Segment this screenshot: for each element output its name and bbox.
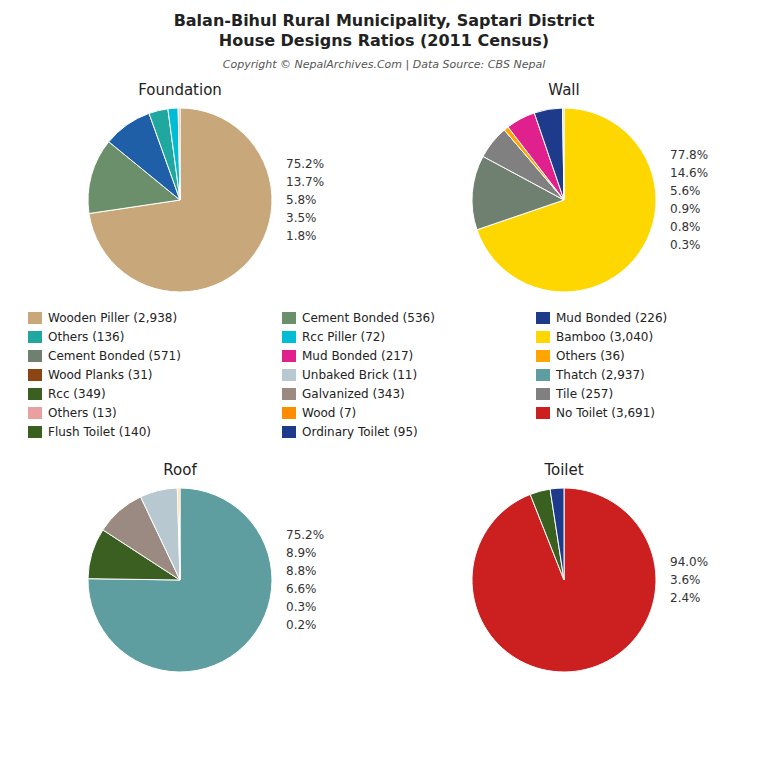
legend-label: Tile (257) [555, 387, 613, 401]
legend-label: Rcc Piller (72) [302, 330, 385, 344]
title-line: House Designs Ratios (2011 Census) [219, 31, 549, 50]
annotation: 0.2% [286, 618, 317, 632]
pie-slice [178, 108, 180, 200]
legend-label: Rcc (349) [48, 387, 106, 401]
pie-slice [177, 488, 180, 580]
pie-chart: Foundation 75.2% 13.7% 5.8% 3.5% 1.8% [88, 81, 324, 292]
legend-swatch [28, 426, 42, 438]
annotation: 0.8% [670, 220, 701, 234]
pie-title: Foundation [138, 81, 222, 99]
legend-swatch [536, 312, 550, 324]
legend-label: Others (136) [48, 330, 124, 344]
subtitle: Copyright © NepalArchives.Com | Data Sou… [223, 58, 545, 71]
legend-swatch [282, 388, 296, 400]
annotation: 2.4% [670, 591, 701, 605]
legend-label: Wooden Piller (2,938) [48, 311, 177, 325]
legend-swatch [536, 407, 550, 419]
title: Balan-Bihul Rural Municipality, Saptari … [174, 11, 595, 50]
annotation: 8.8% [286, 564, 317, 578]
annotation: 0.3% [670, 238, 701, 252]
annotation: 77.8% [670, 148, 708, 162]
legend-swatch [28, 407, 42, 419]
legend-swatch [28, 350, 42, 362]
legend-label: Flush Toilet (140) [48, 425, 151, 439]
pie-slice [550, 488, 564, 580]
legend-swatch [28, 369, 42, 381]
legend-swatch [536, 350, 550, 362]
chart-root: Balan-Bihul Rural Municipality, Saptari … [0, 0, 768, 768]
legend-label: No Toilet (3,691) [556, 406, 655, 420]
legend-label: Wood Planks (31) [48, 368, 152, 382]
legend-swatch [282, 312, 296, 324]
legend-label: Cement Bonded (571) [48, 349, 181, 363]
legend-swatch [282, 350, 296, 362]
legend-label: Unbaked Brick (11) [302, 368, 417, 382]
pie-slice [472, 488, 656, 672]
background [0, 0, 768, 768]
legend-label: Others (36) [556, 349, 625, 363]
legend-label: Wood (7) [302, 406, 356, 420]
pie-slice [149, 109, 180, 200]
legend-swatch [28, 312, 42, 324]
legend-swatch [282, 407, 296, 419]
legend-label: Cement Bonded (536) [302, 311, 435, 325]
title-line: Balan-Bihul Rural Municipality, Saptari … [174, 11, 595, 30]
pie-chart: Toilet 94.0% 3.6% 2.4% [472, 461, 708, 672]
legend-label: Galvanized (343) [302, 387, 405, 401]
legend-swatch [28, 331, 42, 343]
annotation: 8.9% [286, 546, 317, 560]
pie-slice [534, 108, 564, 200]
pie-title: Roof [163, 461, 197, 479]
annotation: 13.7% [286, 175, 324, 189]
legend-label: Mud Bonded (217) [302, 349, 413, 363]
legend-label: Bamboo (3,040) [556, 330, 653, 344]
annotation: 94.0% [670, 555, 708, 569]
annotation: 0.3% [286, 600, 317, 614]
annotation: 5.8% [286, 193, 317, 207]
legend-label: Others (13) [48, 406, 117, 420]
annotation: 1.8% [286, 229, 317, 243]
legend-label: Mud Bonded (226) [556, 311, 667, 325]
annotation: 3.5% [286, 211, 317, 225]
annotation: 75.2% [286, 157, 324, 171]
pie-slice [179, 488, 180, 580]
legend-swatch [282, 331, 296, 343]
pie-slice [88, 488, 272, 672]
annotation: 14.6% [670, 166, 708, 180]
legend-swatch [28, 388, 42, 400]
pie-slice [563, 108, 564, 200]
legend-label: Ordinary Toilet (95) [302, 425, 418, 439]
legend-swatch [536, 369, 550, 381]
legend-swatch [282, 369, 296, 381]
annotation: 6.6% [286, 582, 317, 596]
pie-slice [168, 108, 180, 200]
legend-swatch [536, 331, 550, 343]
legend-swatch [282, 426, 296, 438]
annotation: 0.9% [670, 202, 701, 216]
legend-swatch [536, 388, 550, 400]
annotation: 5.6% [670, 184, 701, 198]
pie-title: Toilet [543, 461, 583, 479]
annotation: 75.2% [286, 528, 324, 542]
legend-label: Thatch (2,937) [555, 368, 645, 382]
pie-slice [141, 488, 180, 580]
annotation: 3.6% [670, 573, 701, 587]
legend: Wooden Piller (2,938) Cement Bonded (536)… [28, 311, 667, 439]
pie-title: Wall [548, 81, 579, 99]
pie-chart: Roof 75.2% 8.9% 8.8% 6.6% 0.3% 0.2% [88, 461, 324, 672]
pie-chart: Wall 77.8% 14.6% 5.6% 0.9% 0.8% 0.3% [472, 81, 708, 292]
